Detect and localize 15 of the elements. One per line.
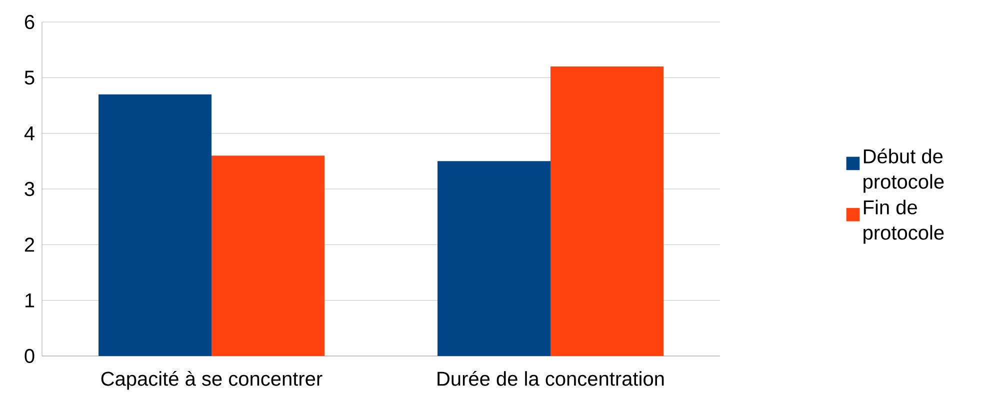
legend-label: Fin de protocole — [864, 200, 944, 244]
y-tick-label: 5 — [24, 70, 34, 85]
y-tick-label: 0 — [24, 348, 34, 364]
x-tick-label: Durée de la concentration — [438, 370, 664, 386]
legend-label: Début de protocole — [864, 148, 944, 193]
bar — [438, 161, 551, 356]
bar — [550, 66, 664, 356]
x-tick-label: Capacité à se concentrer — [101, 370, 322, 390]
y-tick-label: 2 — [24, 238, 34, 252]
y-tick-label: 4 — [24, 126, 34, 140]
bar — [98, 94, 212, 356]
y-tick-label: 1 — [25, 293, 34, 308]
y-tick-label: 6 — [24, 14, 34, 30]
bar — [212, 156, 325, 356]
y-tick-label: 3 — [24, 182, 34, 196]
